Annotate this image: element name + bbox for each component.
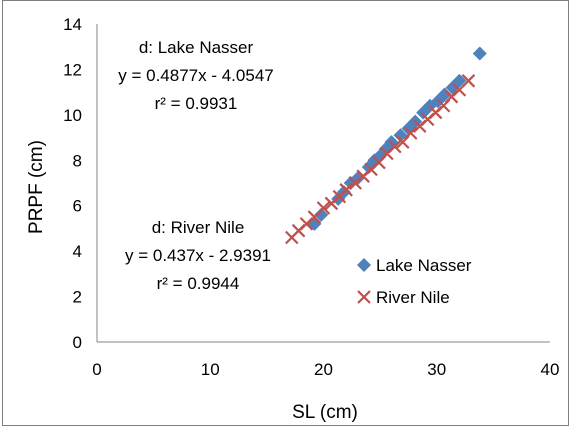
y-tick-label: 0 [73,333,82,352]
annotation-lake-nasser: d: Lake Nasser y = 0.4877x - 4.0547 r² =… [118,38,273,113]
data-point-river-nile [388,139,402,154]
annotation-lake-nasser-title: d: Lake Nasser [139,38,254,57]
annotation-river-nile: d: River Nile y = 0.437x - 2.9391 r² = 0… [125,218,271,293]
y-tick-label: 2 [73,288,82,307]
legend-label-river-nile: River Nile [376,288,450,307]
y-tick-label: 8 [73,151,82,170]
legend-cross-marker [357,290,371,304]
y-tick-label: 10 [63,106,82,125]
legend: Lake Nasser River Nile [357,256,472,307]
y-tick-label: 14 [63,15,82,34]
legend-label-lake-nasser: Lake Nasser [376,256,472,275]
data-point-river-nile [461,74,476,88]
legend-marker-river-nile [357,290,371,304]
x-tick-label: 0 [92,360,101,379]
annotation-lake-nasser-equation: y = 0.4877x - 4.0547 [118,66,273,85]
y-axis-title: PRPF (cm) [26,140,47,234]
data-point-lake-nasser [472,46,487,61]
data-point-river-nile [339,183,353,197]
annotation-lake-nasser-r2: r² = 0.9931 [155,94,238,113]
data-point-lake-nasser [452,73,467,88]
y-tick-label: 6 [73,197,82,216]
data-point-river-nile [403,126,418,140]
axes [96,24,550,343]
data-point-lake-nasser [314,207,329,222]
annotation-river-nile-equation: y = 0.437x - 2.9391 [125,246,271,265]
tick-labels: 0 10 20 30 40 0 2 4 6 8 10 12 14 [63,15,559,379]
data-point-lake-nasser [437,87,452,102]
y-tick-label: 12 [63,60,82,79]
annotation-river-nile-title: d: River Nile [152,218,245,237]
x-tick-label: 40 [541,360,560,379]
annotation-river-nile-r2: r² = 0.9944 [157,274,240,293]
y-tick-label: 4 [73,242,82,261]
data-point-river-nile [316,201,331,215]
legend-diamond-marker [357,258,371,272]
x-tick-label: 10 [201,360,220,379]
x-axis-title: SL (cm) [292,402,358,423]
x-tick-label: 30 [427,360,446,379]
data-points [285,46,487,245]
data-point-lake-nasser [393,128,408,143]
x-tick-label: 20 [314,360,333,379]
legend-marker-lake-nasser [357,258,371,272]
